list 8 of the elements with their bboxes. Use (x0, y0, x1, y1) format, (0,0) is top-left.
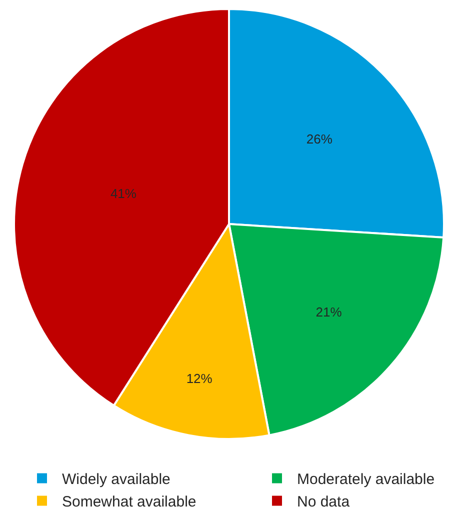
legend-label: No data (297, 494, 350, 511)
data-label: 26% (306, 131, 333, 146)
data-label: 21% (316, 304, 342, 320)
legend-label: Moderately available (297, 471, 435, 488)
legend-label: Somewhat available (62, 494, 196, 511)
legend-label: Widely available (62, 471, 170, 488)
data-label: 41% (110, 186, 137, 201)
data-label: 12% (186, 370, 213, 386)
